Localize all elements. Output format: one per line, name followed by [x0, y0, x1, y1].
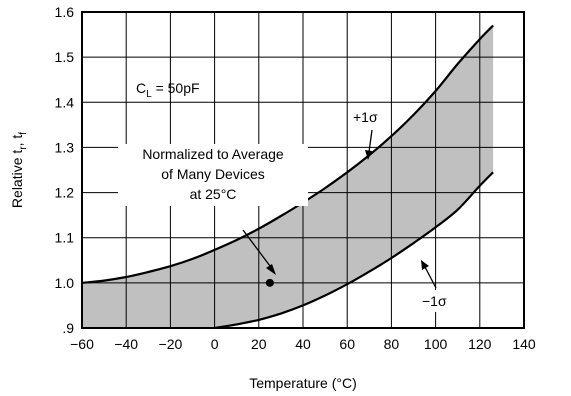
x-tick-label: 60 — [339, 336, 355, 352]
minus-sigma-label: −1σ — [422, 293, 447, 309]
load-capacitance-label: CL = 50pF — [136, 80, 200, 100]
note-background — [118, 144, 308, 206]
y-tick-label: 1.3 — [55, 139, 75, 155]
y-tick-label: 1.0 — [55, 275, 75, 291]
x-axis-label: Temperature (°C) — [249, 375, 357, 391]
x-tick-labels: −60 −40 −20 0 20 40 60 80 100 120 140 — [70, 336, 536, 352]
x-tick-label: 20 — [251, 336, 267, 352]
note-arrow-head — [266, 264, 276, 275]
x-tick-label: 80 — [384, 336, 400, 352]
note-line-3: at 25°C — [190, 186, 237, 202]
series-plus-1-sigma-line — [81, 24, 494, 284]
note-line-2: of Many Devices — [161, 166, 264, 182]
x-tick-label: 120 — [468, 336, 492, 352]
minus-sigma-arrow — [424, 266, 437, 289]
y-tick-label: 1.2 — [55, 185, 75, 201]
x-tick-label: −20 — [159, 336, 183, 352]
y-tick-label: 1.1 — [55, 230, 75, 246]
x-tick-label: −60 — [70, 336, 94, 352]
y-tick-label: 1.5 — [55, 49, 75, 65]
plus-sigma-label: +1σ — [353, 109, 378, 125]
minus-sigma-arrow-head — [421, 260, 429, 270]
y-tick-labels: .9 1.0 1.1 1.2 1.3 1.4 1.5 1.6 — [55, 4, 75, 336]
minus-sigma-label-bg — [418, 290, 460, 312]
x-tick-label: 0 — [211, 336, 219, 352]
plus-sigma-arrow — [368, 129, 373, 153]
sigma-band — [82, 25, 494, 328]
plot-frame — [81, 11, 525, 329]
x-tick-label: 140 — [512, 336, 536, 352]
grid — [82, 12, 524, 328]
y-tick-label: 1.6 — [55, 4, 75, 20]
note-arrow — [242, 229, 274, 271]
reference-point — [265, 278, 274, 287]
y-axis-label: Relative tr, tf — [9, 132, 29, 208]
y-tick-label: .9 — [62, 320, 74, 336]
y-tick-label: 1.4 — [55, 94, 75, 110]
plus-sigma-arrow-head — [365, 150, 372, 160]
x-tick-label: 100 — [424, 336, 448, 352]
x-tick-label: 40 — [295, 336, 311, 352]
note-line-1: Normalized to Average — [142, 146, 284, 162]
x-tick-label: −40 — [114, 336, 138, 352]
series-minus-1-sigma-line — [214, 171, 494, 330]
